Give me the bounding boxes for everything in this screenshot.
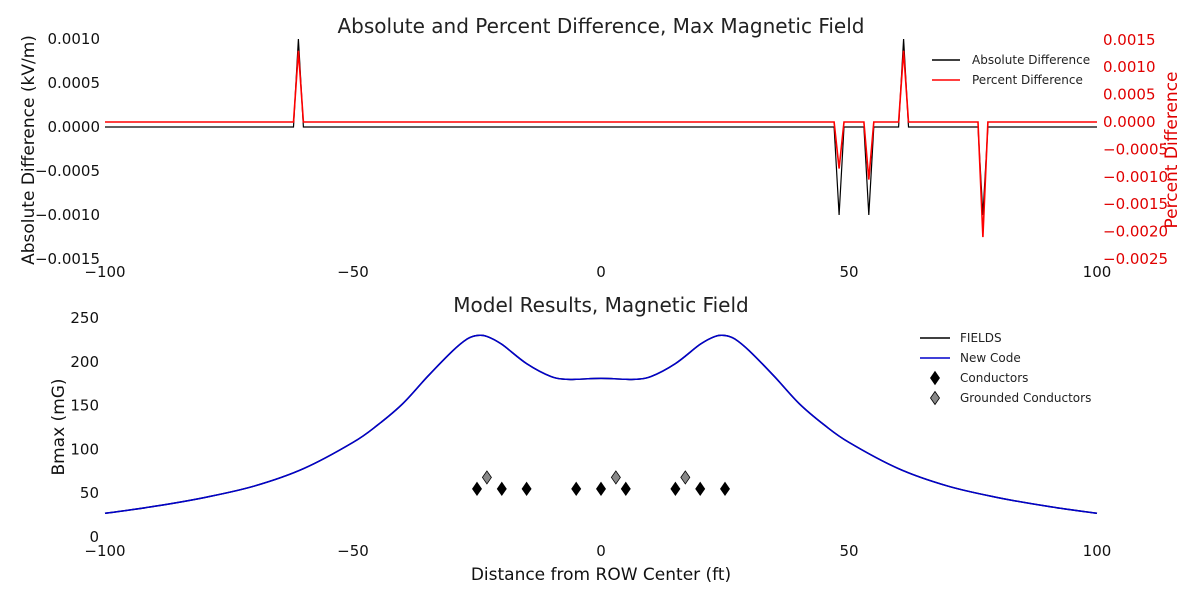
legend-label: Percent Difference	[972, 73, 1083, 87]
y2-tick-label: −0.0005	[1103, 140, 1168, 158]
x-axis-label: Distance from ROW Center (ft)	[471, 565, 731, 585]
legend-label: Grounded Conductors	[960, 391, 1091, 405]
conductor-marker	[496, 481, 507, 497]
y-axis-label: Absolute Difference (kV/m)	[19, 35, 39, 265]
conductor-marker	[571, 481, 582, 497]
series-lines	[105, 38, 1097, 238]
y-tick-label: 150	[70, 397, 99, 415]
chart-title: Model Results, Magnetic Field	[453, 293, 748, 317]
y2-tick-label: −0.0020	[1103, 223, 1168, 241]
x-tick-label: 100	[1083, 263, 1112, 281]
legend: Absolute Difference Percent Difference	[932, 53, 1090, 87]
conductor-marker	[930, 390, 940, 406]
x-tick-label: −50	[337, 542, 369, 560]
conductor-marker	[930, 370, 940, 386]
conductor-marker	[720, 481, 730, 497]
y2-tick-label: 0.0015	[1103, 31, 1156, 49]
legend-label: FIELDS	[960, 331, 1002, 345]
conductor-marker	[620, 481, 631, 497]
legend: FIELDS New Code Conductors Grounded Conduct…	[920, 331, 1091, 406]
difference-chart: Absolute and Percent Difference, Max Mag…	[19, 14, 1182, 281]
series-line	[104, 334, 1098, 515]
magnetic-field-chart: Model Results, Magnetic Field Bmax (mG) …	[49, 293, 1111, 585]
conductor-markers	[472, 470, 730, 497]
y-tick-label: 200	[70, 353, 99, 371]
y2-tick-label: 0.0000	[1103, 113, 1156, 131]
conductor-marker	[680, 470, 691, 485]
y2-tick-label: 0.0010	[1103, 58, 1156, 76]
y-tick-label: 0.0000	[48, 118, 101, 136]
x-tick-labels: −100 −50 0 50 100	[84, 542, 1111, 560]
y-tick-label: −0.0015	[35, 250, 100, 268]
y-tick-label: 0.0005	[48, 74, 101, 92]
chart-title: Absolute and Percent Difference, Max Mag…	[338, 14, 865, 38]
x-tick-labels: −100 −50 0 50 100	[84, 263, 1111, 281]
y-tick-label: 50	[80, 484, 99, 502]
x-tick-label: 100	[1083, 542, 1112, 560]
y2-tick-label: −0.0025	[1103, 250, 1168, 268]
x-tick-label: −50	[337, 263, 369, 281]
x-tick-label: 50	[839, 263, 858, 281]
conductor-marker	[472, 481, 482, 497]
y2-tick-label: −0.0010	[1103, 168, 1168, 186]
y-tick-label: 0	[89, 528, 99, 546]
conductor-marker	[610, 470, 621, 485]
x-tick-label: 50	[839, 542, 858, 560]
y-axis-label: Bmax (mG)	[49, 378, 69, 475]
y-tick-label: 250	[70, 309, 99, 327]
y2-tick-labels: 0.0015 0.0010 0.0005 0.0000 −0.0005 −0.0010 −0…	[1103, 31, 1168, 268]
y-tick-label: 0.0010	[48, 30, 101, 48]
series-lines	[104, 334, 1098, 515]
y2-tick-label: −0.0015	[1103, 195, 1168, 213]
conductor-marker	[481, 470, 492, 485]
conductor-marker	[596, 481, 606, 497]
y-tick-labels: 0.0010 0.0005 0.0000 −0.0005 −0.0010 −0.0015	[35, 30, 100, 268]
y2-axis-label: Percent Difference	[1162, 71, 1182, 228]
legend-label: Conductors	[960, 371, 1028, 385]
y-tick-label: −0.0010	[35, 206, 100, 224]
conductor-marker	[670, 481, 681, 497]
x-tick-label: 0	[596, 542, 606, 560]
legend-label: Absolute Difference	[972, 53, 1090, 67]
x-tick-label: −100	[84, 263, 125, 281]
series-line	[105, 50, 1097, 238]
y2-tick-label: 0.0005	[1103, 86, 1156, 104]
legend-label: New Code	[960, 351, 1021, 365]
conductor-marker	[521, 481, 532, 497]
series-line	[105, 38, 1097, 216]
x-tick-label: −100	[84, 542, 125, 560]
y-tick-label: −0.0005	[35, 162, 100, 180]
y-tick-labels: 250 200 150 100 50 0	[70, 309, 99, 546]
conductor-marker	[695, 481, 706, 497]
y-tick-label: 100	[70, 440, 99, 458]
x-tick-label: 0	[596, 263, 606, 281]
